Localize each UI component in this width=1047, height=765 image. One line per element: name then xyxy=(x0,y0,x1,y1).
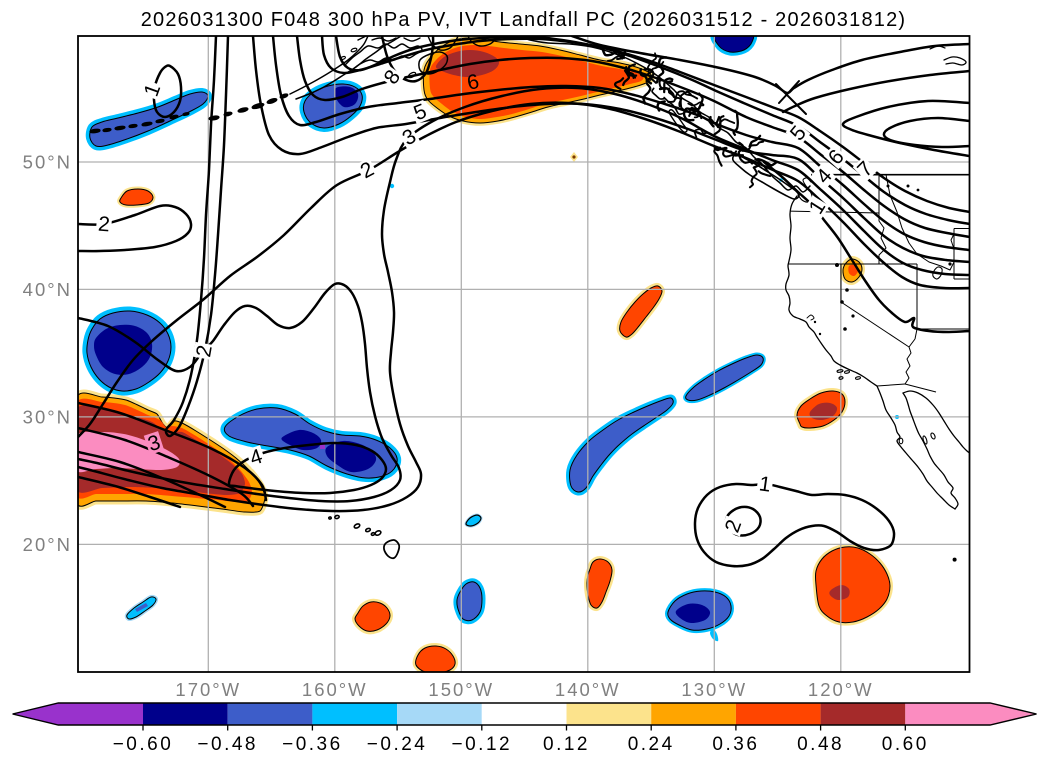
svg-text:−0.48: −0.48 xyxy=(197,734,258,755)
svg-text:−0.60: −0.60 xyxy=(113,734,174,755)
svg-text:170°W: 170°W xyxy=(175,679,241,700)
svg-text:−0.12: −0.12 xyxy=(452,734,513,755)
svg-text:0.60: 0.60 xyxy=(882,734,929,755)
svg-text:−0.36: −0.36 xyxy=(282,734,343,755)
svg-text:0.36: 0.36 xyxy=(712,734,759,755)
svg-text:2026031300 F048 300 hPa PV, IV: 2026031300 F048 300 hPa PV, IVT Landfall… xyxy=(141,9,907,31)
svg-text:50°N: 50°N xyxy=(23,152,72,173)
svg-text:1: 1 xyxy=(758,472,773,496)
svg-text:0.24: 0.24 xyxy=(628,734,675,755)
svg-text:2: 2 xyxy=(192,343,217,359)
svg-text:0.12: 0.12 xyxy=(543,734,590,755)
svg-text:150°W: 150°W xyxy=(428,679,494,700)
svg-text:140°W: 140°W xyxy=(555,679,621,700)
svg-text:−0.24: −0.24 xyxy=(367,734,428,755)
svg-text:160°W: 160°W xyxy=(302,679,368,700)
svg-text:30°N: 30°N xyxy=(23,407,72,428)
svg-text:40°N: 40°N xyxy=(23,279,72,300)
svg-text:130°W: 130°W xyxy=(681,679,747,700)
svg-text:0.48: 0.48 xyxy=(797,734,844,755)
svg-text:20°N: 20°N xyxy=(23,534,72,555)
svg-text:2: 2 xyxy=(97,213,111,237)
svg-text:6: 6 xyxy=(465,70,481,95)
svg-text:120°W: 120°W xyxy=(808,679,874,700)
